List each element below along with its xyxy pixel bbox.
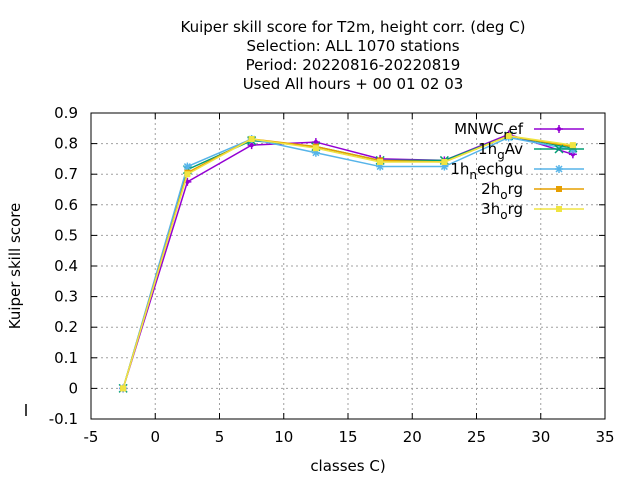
legend-item: 1hgAv [478,140,584,162]
legend-label-sub: r [504,128,509,142]
y-tick-label: 0.1 [54,349,78,367]
data-point [248,136,255,143]
legend-label-rest: rg [508,180,523,198]
legend-label-sub: g [497,148,505,162]
y-axis-label: Kuiper skill score [6,203,24,330]
data-series [118,130,578,393]
legend-label: MNWCref [454,120,524,142]
legend-label-main: MNWC [454,120,503,138]
legend-marker [554,144,564,154]
data-point [184,171,191,178]
legend-label: 1hgAv [478,140,523,162]
legend-label: 2horg [481,180,523,202]
legend-marker [556,206,562,212]
legend-label-sub: n [469,168,477,182]
legend-item: 2horg [481,180,584,202]
y-tick-label: 0.8 [54,135,78,153]
series-line [122,133,574,389]
legend-label-rest: rg [508,200,523,218]
data-point [569,142,576,149]
title-line: Period: 20220816-20220819 [246,56,461,74]
y-tick-label: 0.2 [54,318,78,336]
x-tick-label: 30 [531,428,550,446]
x-tick-label: -5 [84,428,99,446]
y-tick-label: 0 [68,379,78,397]
title-line: Selection: ALL 1070 stations [246,37,459,55]
legend-label: 3horg [481,200,523,222]
legend-item: MNWCref [454,120,584,142]
title-line: Kuiper skill score for T2m, height corr.… [181,18,526,36]
x-axis-label: classes C) [310,457,385,475]
y-tick-labels: -0.1 0 0.1 0.2 0.3 0.4 0.5 0.6 0.7 0.8 0.9 [49,104,78,428]
legend-label-main: 2h [481,180,500,198]
x-tick-label: 35 [595,428,614,446]
legend-label: 1hnechgu [450,160,523,182]
legend-label-rest: ef [508,120,523,138]
legend-marker [556,186,562,192]
series-line [122,135,573,389]
legend-label-sub: o [500,188,507,202]
legend-item: 1hnechgu [450,160,584,182]
y-tick-label: -0.1 [49,410,78,428]
data-point [377,158,384,165]
data-point [311,138,320,147]
data-point [183,162,192,171]
y-tick-label: 0.6 [54,196,78,214]
x-tick-label: 0 [150,428,160,446]
y-tick-label: 0.3 [54,288,78,306]
title-line: Used All hours + 00 01 02 03 [243,75,464,93]
x-tick-label: 10 [274,428,293,446]
series-3h_org [120,132,576,392]
legend-label-main: 1h [450,160,469,178]
y-tick-label: 0.7 [54,165,78,183]
y-tick-label: 0.5 [54,226,78,244]
data-point [441,158,448,165]
data-point [505,132,512,139]
legend-label-main: 3h [481,200,500,218]
legend-item: 3horg [481,200,584,222]
legend-label-sub: o [500,208,507,222]
axis-ticks [90,112,606,420]
x-tick-label: 15 [338,428,357,446]
y-tick-label: 0.9 [54,104,78,122]
x-tick-labels: -5 0 5 10 15 20 25 30 35 [84,428,615,446]
x-tick-label: 5 [215,428,225,446]
legend-label-rest: Av [505,140,523,158]
legend-marker [555,125,563,133]
series-line [122,136,574,389]
chart-title: Kuiper skill score for T2m, height corr.… [181,18,526,93]
data-point [120,385,127,392]
x-tick-label: 20 [403,428,422,446]
legend-label-rest: echgu [477,160,523,178]
data-point [312,145,319,152]
x-tick-label: 25 [467,428,486,446]
legend-label-main: 1h [478,140,497,158]
legend-marker [555,165,563,173]
y-tick-label: 0.4 [54,257,78,275]
